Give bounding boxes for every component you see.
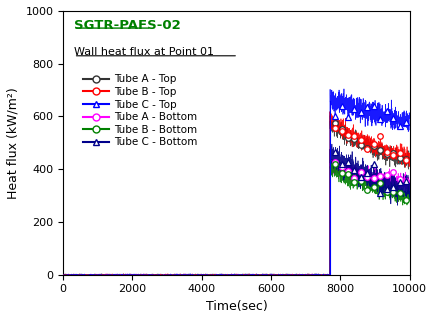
Text: SGTR-PAFS-02: SGTR-PAFS-02 <box>74 19 181 32</box>
Legend: Tube A - Top, Tube B - Top, Tube C - Top, Tube A - Bottom, Tube B - Bottom, Tube: Tube A - Top, Tube B - Top, Tube C - Top… <box>79 70 202 152</box>
Text: Wall heat flux at Point 01: Wall heat flux at Point 01 <box>74 47 214 57</box>
X-axis label: Time(sec): Time(sec) <box>206 300 267 313</box>
Y-axis label: Heat flux (kW/m²): Heat flux (kW/m²) <box>7 87 20 199</box>
